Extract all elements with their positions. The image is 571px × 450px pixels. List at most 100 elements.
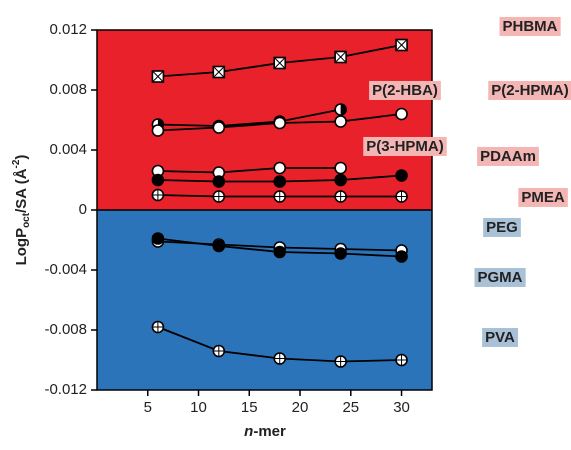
data-point (395, 353, 408, 367)
marker-cross (273, 57, 286, 69)
y-tick-label: 0.004 (49, 141, 87, 158)
marker-cross (213, 345, 225, 357)
data-point (395, 169, 408, 182)
marker-cross (396, 354, 408, 366)
y-axis-label: LogPoct/SA (Å-2) (11, 155, 32, 266)
data-point (273, 161, 287, 175)
series-label-box (477, 146, 539, 166)
data-point (151, 124, 165, 137)
series-label-box (518, 187, 568, 207)
y-label-part: -2 (11, 159, 22, 168)
data-point (334, 247, 347, 260)
series-label: P(2-HPMA) (491, 82, 569, 99)
marker-cross (396, 191, 408, 202)
marker-cross (213, 191, 225, 202)
y-tick-label: 0.008 (49, 81, 87, 98)
data-point (151, 188, 165, 202)
series-line (157, 108, 341, 127)
data-point (395, 190, 408, 203)
series-label: PVA (485, 329, 515, 346)
data-point (151, 173, 165, 187)
marker-cross (152, 189, 164, 201)
data-point (334, 355, 347, 368)
y-tick-label: 0 (79, 201, 87, 218)
data-point (334, 190, 347, 203)
marker-shape (273, 161, 287, 175)
marker-shape (395, 169, 408, 182)
data-point (212, 121, 226, 134)
positive-region (97, 30, 432, 210)
x-label-part: -mer (253, 423, 286, 440)
data-point (395, 38, 408, 52)
data-point (395, 250, 408, 263)
series-label: P(3-HPMA) (366, 138, 444, 155)
data-point (151, 320, 165, 334)
x-tick-label: 10 (190, 399, 207, 416)
marker-cross (335, 191, 347, 202)
data-point (334, 50, 347, 64)
marker-shape (273, 116, 287, 130)
marker-shape (151, 232, 165, 245)
data-point (334, 161, 347, 175)
x-tick-label: 5 (144, 399, 152, 416)
marker-shape (273, 245, 287, 259)
y-tick-label: 0.012 (49, 21, 87, 38)
x-tick-label: 30 (393, 399, 410, 416)
x-tick-label: 25 (342, 399, 359, 416)
marker-cross (152, 321, 164, 333)
series-label-box (499, 16, 561, 36)
data-point (334, 173, 347, 187)
series-label-box (369, 80, 441, 100)
marker-shape (334, 161, 347, 175)
y-tick-label: -0.012 (44, 381, 87, 398)
marker-cross (335, 356, 347, 367)
data-point (151, 70, 165, 83)
data-point (273, 116, 287, 130)
series-label: PEG (486, 219, 518, 236)
x-axis-label: n-mer (244, 423, 286, 440)
y-tick-label: -0.008 (44, 321, 87, 338)
data-point (212, 239, 226, 253)
x-tick-label: 20 (292, 399, 309, 416)
series-label: PDAAm (480, 148, 536, 165)
marker-shape (334, 115, 347, 128)
data-point (273, 352, 287, 365)
marker-shape (151, 173, 165, 187)
marker-shape (334, 247, 347, 260)
data-point (273, 245, 287, 259)
marker-cross (274, 353, 286, 364)
marker-shape (395, 250, 408, 263)
data-point (212, 65, 226, 79)
marker-shape (273, 175, 287, 188)
marker-half (340, 104, 347, 115)
data-point (395, 107, 408, 121)
data-point (334, 115, 347, 128)
series-label-box (482, 327, 519, 347)
marker-cross (395, 39, 408, 51)
negative-region (97, 210, 432, 390)
series-label-box (483, 217, 521, 237)
x-tick-label: 15 (241, 399, 258, 416)
data-point (212, 190, 226, 203)
marker-shape (395, 107, 408, 121)
series-label: PMEA (521, 189, 565, 206)
data-point (212, 175, 226, 188)
y-label-part: ) (13, 155, 30, 160)
data-point (273, 175, 287, 188)
series-label-box (488, 80, 571, 100)
series-line (157, 167, 341, 174)
marker-cross (152, 70, 164, 83)
data-point (273, 190, 287, 203)
y-tick-label: -0.004 (44, 261, 87, 278)
series-label: P(2-HBA) (372, 82, 438, 99)
marker-shape (212, 175, 226, 188)
marker-cross (274, 191, 286, 202)
marker-shape (151, 124, 165, 137)
x-label-part: n (244, 423, 253, 440)
marker-cross (212, 66, 225, 78)
data-point (334, 103, 347, 116)
series-label: PHBMA (503, 18, 558, 35)
data-point (212, 344, 226, 358)
marker-cross (334, 51, 347, 63)
